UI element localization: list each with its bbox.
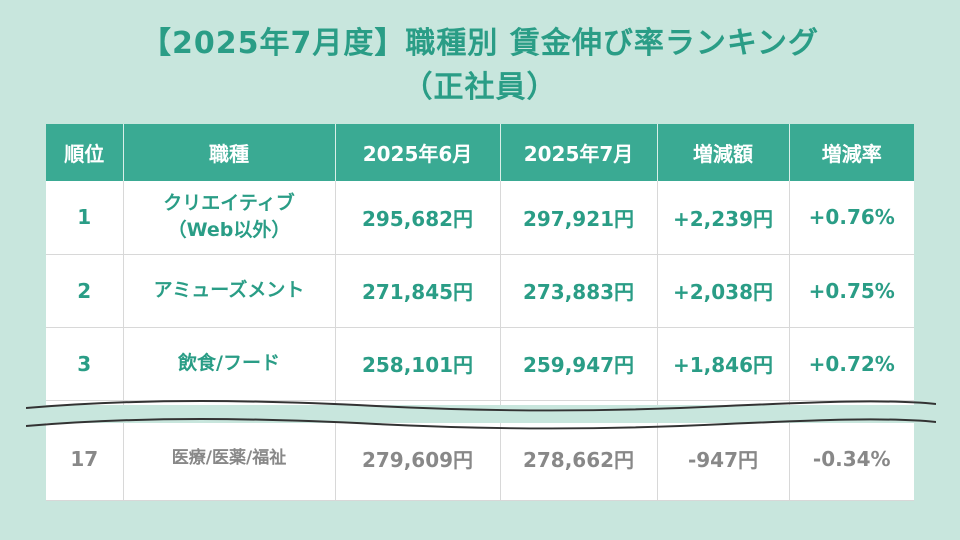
row-break-indicator [26,400,936,430]
table-row: 1 クリエイティブ （Web以外） 295,682円 297,921円 +2,2… [46,181,914,255]
table-row: 3 飲食/フード 258,101円 259,947円 +1,846円 +0.72… [46,327,914,401]
header-diff: 増減額 [657,124,790,181]
job-cell: クリエイティブ （Web以外） [123,181,336,255]
job-line-1: クリエイティブ [163,192,295,215]
rank-cell: 2 [46,254,124,328]
rank-cell: 3 [46,327,124,401]
job-cell: アミューズメント [123,254,336,328]
table-row: 17 医療/医薬/福祉 279,609円 278,662円 -947円 -0.3… [46,418,914,501]
rate-cell: +0.72% [789,327,914,401]
diff-cell: +2,038円 [657,254,790,328]
job-cell: 医療/医薬/福祉 [123,418,336,501]
title-line-1: 【2025年7月度】職種別 賃金伸び率ランキング [141,26,819,61]
rate-cell: -0.34% [789,418,914,501]
page-title: 【2025年7月度】職種別 賃金伸び率ランキング （正社員） [0,22,960,110]
ranking-table: 順位 職種 2025年6月 2025年7月 増減額 増減率 1 クリエイティブ … [46,124,914,501]
header-rank: 順位 [46,124,124,181]
june-cell: 271,845円 [335,254,501,328]
header-july: 2025年7月 [500,124,658,181]
july-cell: 278,662円 [500,418,658,501]
title-line-2: （正社員） [402,70,558,105]
job-cell: 飲食/フード [123,327,336,401]
rank-cell: 17 [46,418,124,501]
diff-cell: +1,846円 [657,327,790,401]
june-cell: 279,609円 [335,418,501,501]
july-cell: 273,883円 [500,254,658,328]
job-line-2: （Web以外） [167,219,291,242]
table-row: 2 アミューズメント 271,845円 273,883円 +2,038円 +0.… [46,254,914,328]
july-cell: 297,921円 [500,181,658,255]
june-cell: 258,101円 [335,327,501,401]
table-header-row: 順位 職種 2025年6月 2025年7月 増減額 増減率 [46,124,914,181]
diff-cell: +2,239円 [657,181,790,255]
diff-cell: -947円 [657,418,790,501]
header-june: 2025年6月 [335,124,501,181]
rate-cell: +0.76% [789,181,914,255]
header-rate: 増減率 [789,124,914,181]
june-cell: 295,682円 [335,181,501,255]
header-job: 職種 [123,124,336,181]
july-cell: 259,947円 [500,327,658,401]
rate-cell: +0.75% [789,254,914,328]
rank-cell: 1 [46,181,124,255]
